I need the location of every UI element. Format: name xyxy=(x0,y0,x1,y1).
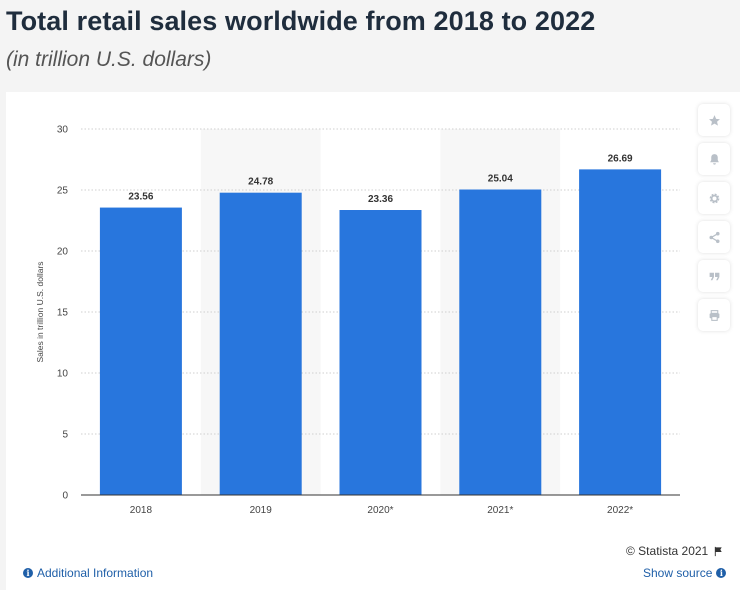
bar[interactable] xyxy=(459,189,542,495)
bar-chart: 0 5 10 15 20 25 30 23.56 24.78 23.36 25.04 26.69 2… xyxy=(35,125,680,516)
data-label: 23.56 xyxy=(128,192,153,203)
y-tick-labels: 0 5 10 15 20 25 30 xyxy=(57,125,69,502)
quote-icon xyxy=(709,272,719,280)
additional-information-label: Additional Information xyxy=(37,566,154,580)
share-button[interactable] xyxy=(698,221,730,253)
x-tick-label: 2021* xyxy=(487,505,513,516)
y-tick-label: 15 xyxy=(57,308,69,319)
cite-button[interactable] xyxy=(698,260,730,292)
bars xyxy=(99,169,662,495)
info-icon: i xyxy=(716,568,727,578)
x-tick-labels: 2018 2019 2020* 2021* 2022* xyxy=(130,505,634,516)
gear-icon xyxy=(709,193,719,203)
y-tick-label: 30 xyxy=(57,125,69,136)
bell-icon xyxy=(709,153,719,165)
show-source-label: Show source xyxy=(643,566,713,580)
data-label: 25.04 xyxy=(488,174,513,185)
statista-credit: © Statista 2021 xyxy=(626,544,724,558)
y-axis-label: Sales in trillion U.S. dollars xyxy=(35,261,45,362)
flag-icon[interactable] xyxy=(713,546,724,557)
info-icon: i xyxy=(23,568,33,578)
page-title: Total retail sales worldwide from 2018 t… xyxy=(6,6,596,36)
additional-information-link[interactable]: i Additional Information xyxy=(23,566,153,580)
bar[interactable] xyxy=(339,210,422,495)
favorite-button[interactable] xyxy=(698,104,730,136)
data-label: 24.78 xyxy=(248,177,273,188)
credit-text: © Statista 2021 xyxy=(626,544,709,558)
data-label: 26.69 xyxy=(608,153,633,164)
page-subtitle: (in trillion U.S. dollars) xyxy=(6,48,212,71)
notification-button[interactable] xyxy=(698,143,730,175)
show-source-link[interactable]: Show source i xyxy=(643,566,727,580)
y-tick-label: 0 xyxy=(62,491,68,502)
x-tick-label: 2022* xyxy=(607,505,633,516)
x-tick-label: 2020* xyxy=(367,505,393,516)
share-icon xyxy=(708,231,720,243)
y-tick-label: 10 xyxy=(57,369,69,380)
x-tick-label: 2019 xyxy=(250,505,273,516)
settings-button[interactable] xyxy=(698,182,730,214)
y-tick-label: 20 xyxy=(57,247,69,258)
print-button[interactable] xyxy=(698,299,730,331)
data-labels: 23.56 24.78 23.36 25.04 26.69 xyxy=(128,153,633,205)
chart-card: 0 5 10 15 20 25 30 23.56 24.78 23.36 25.04 26.69 2… xyxy=(6,92,740,590)
x-tick-label: 2018 xyxy=(130,505,153,516)
star-icon xyxy=(708,114,720,126)
bar[interactable] xyxy=(219,192,302,495)
data-label: 23.36 xyxy=(368,194,393,205)
bar[interactable] xyxy=(99,207,182,495)
bar[interactable] xyxy=(579,169,662,495)
print-icon xyxy=(709,309,719,321)
y-tick-label: 5 xyxy=(62,430,68,441)
y-tick-label: 25 xyxy=(57,186,69,197)
